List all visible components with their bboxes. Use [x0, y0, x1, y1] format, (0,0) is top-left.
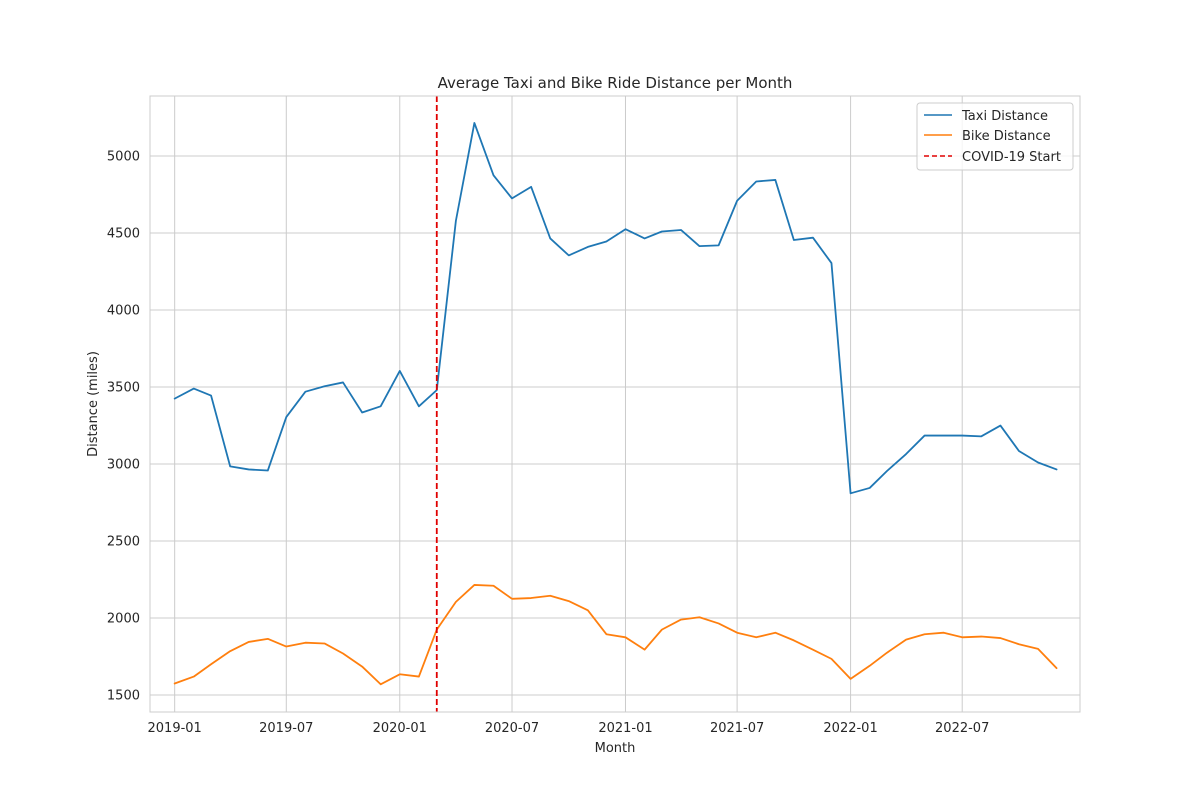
legend-label-bike: Bike Distance: [962, 129, 1051, 144]
chart-title: Average Taxi and Bike Ride Distance per …: [438, 74, 793, 92]
legend: Taxi Distance Bike Distance COVID-19 Sta…: [916, 102, 1074, 171]
legend-label-covid: COVID-19 Start: [962, 150, 1061, 165]
series-line-bike: [173, 584, 1058, 686]
y-tick-label: 2500: [107, 535, 140, 550]
plot-frame: [149, 95, 1081, 713]
y-tick-label: 1500: [107, 689, 140, 704]
series-lines: [173, 122, 1058, 686]
x-tick-label: 2020-07: [485, 721, 539, 736]
x-tick-label: 2022-07: [935, 721, 989, 736]
legend-label-taxi: Taxi Distance: [961, 109, 1048, 124]
x-tick-label: 2021-07: [710, 721, 764, 736]
plot-area: [150, 96, 1080, 712]
x-tick-label: 2019-07: [259, 721, 313, 736]
y-tick-label: 4000: [107, 304, 140, 319]
x-tick-label: 2020-01: [373, 721, 427, 736]
y-tick-labels: 1500 2000 2500 3000 3500 4000 4500 5000: [107, 150, 140, 704]
x-axis-label: Month: [595, 741, 636, 756]
y-axis-label: Distance (miles): [86, 351, 101, 457]
y-tick-label: 3500: [107, 381, 140, 396]
y-tick-label: 4500: [107, 227, 140, 242]
y-tick-label: 2000: [107, 612, 140, 627]
x-tick-label: 2021-01: [598, 721, 652, 736]
series-line-taxi: [173, 122, 1058, 495]
x-tick-label: 2022-01: [823, 721, 877, 736]
y-tick-label: 5000: [107, 150, 140, 165]
x-tick-labels: 2019-01 2019-07 2020-01 2020-07 2021-01 2021-…: [148, 721, 990, 736]
grid-lines: [150, 96, 1080, 712]
y-tick-label: 3000: [107, 458, 140, 473]
legend-box: [916, 102, 1074, 171]
x-tick-label: 2019-01: [148, 721, 202, 736]
